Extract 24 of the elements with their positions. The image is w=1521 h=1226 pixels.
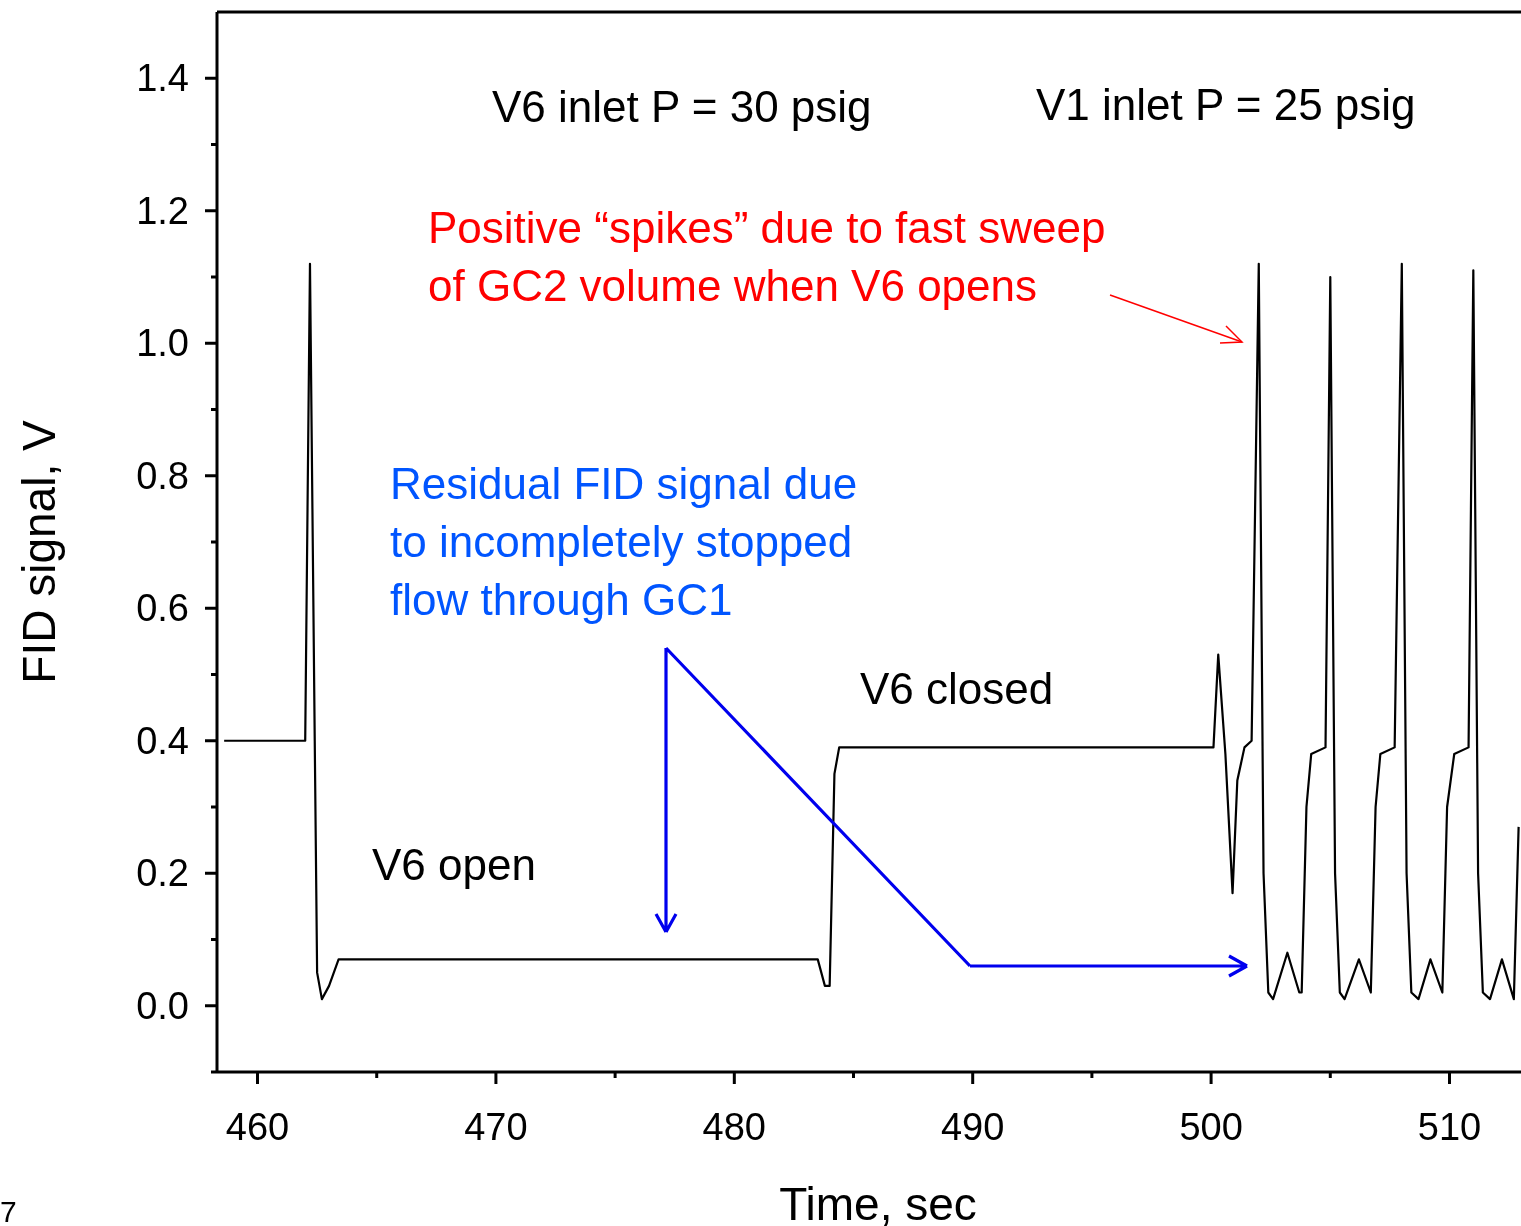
x-tick-label: 490 — [941, 1106, 1005, 1148]
annotation: V6 closed — [860, 664, 1054, 713]
x-axis-title: Time, sec — [779, 1178, 977, 1226]
annotation: Residual FID signal due to incompletely stopped flow through GC1 — [390, 459, 858, 624]
y-tick-label: 0.6 — [136, 587, 189, 630]
y-tick-label: 0.8 — [136, 454, 189, 497]
x-tick-label: 480 — [702, 1106, 767, 1148]
y-tick-label: 0.2 — [136, 852, 189, 895]
text: 7 — [0, 1195, 17, 1226]
y-tick-label: 1.2 — [136, 189, 189, 232]
y-tick-label: 0.4 — [136, 719, 189, 762]
y-tick-label: 0.0 — [136, 984, 189, 1027]
y-tick-label: 1.4 — [136, 57, 189, 100]
line-series — [223, 262, 1520, 1001]
annotation: V1 inlet P = 25 psig — [1036, 80, 1416, 129]
x-tick-label: 460 — [225, 1106, 290, 1148]
y-tick-label: 1.0 — [136, 322, 189, 365]
y-axis-title: FID signal, V — [13, 420, 65, 684]
annotation: Positive “spikes” due to fast sweep of GC2 volume when V6 opens — [428, 203, 1106, 310]
annotation: V6 inlet P = 30 psig — [492, 82, 872, 131]
x-tick-label: 510 — [1417, 1106, 1482, 1148]
x-tick-label: 470 — [464, 1106, 528, 1148]
x-tick-label: 500 — [1179, 1106, 1243, 1148]
annotation: V6 open — [372, 840, 536, 889]
